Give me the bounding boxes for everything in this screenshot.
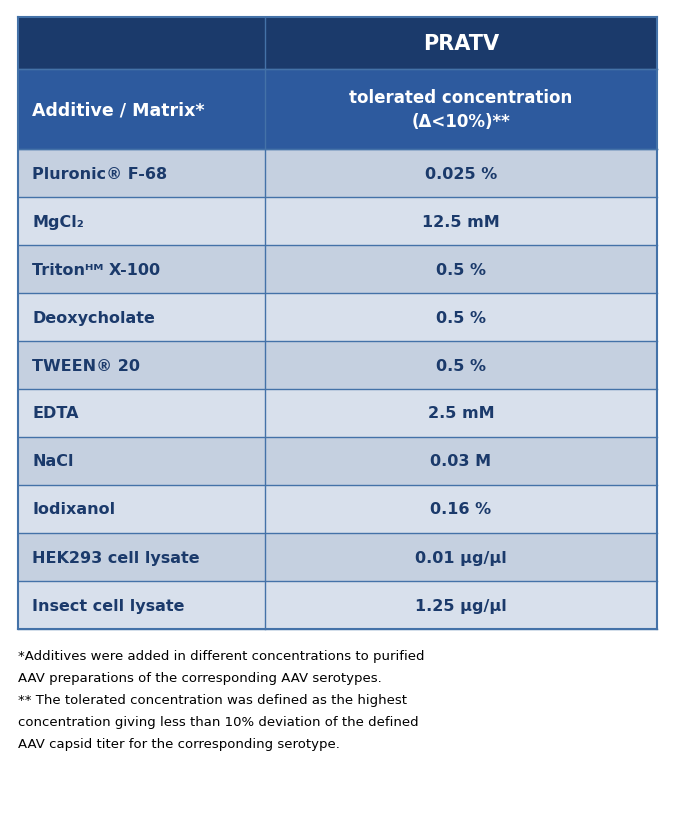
Bar (18, 390, 265, 437)
Bar (265, 486, 657, 533)
Bar (265, 198, 657, 246)
Text: Deoxycholate: Deoxycholate (32, 310, 155, 325)
Text: MgCl₂: MgCl₂ (32, 214, 84, 229)
Text: 0.16 %: 0.16 % (431, 502, 491, 517)
Text: Tritonᴴᴹ X-100: Tritonᴴᴹ X-100 (32, 263, 160, 278)
Text: Iodixanol: Iodixanol (32, 502, 115, 517)
Bar (18, 486, 265, 533)
Bar (18, 533, 265, 581)
Text: 2.5 mM: 2.5 mM (428, 406, 494, 421)
Bar (18, 18, 265, 70)
Text: NaCl: NaCl (32, 454, 74, 469)
Text: Insect cell lysate: Insect cell lysate (32, 598, 184, 613)
Text: EDTA: EDTA (32, 406, 78, 421)
Bar (265, 437, 657, 486)
Bar (18, 198, 265, 246)
Text: 0.025 %: 0.025 % (425, 166, 497, 181)
Bar (18, 342, 265, 390)
Text: tolerated concentration
(Δ<10%)**: tolerated concentration (Δ<10%)** (350, 89, 572, 130)
Text: AAV preparations of the corresponding AAV serotypes.: AAV preparations of the corresponding AA… (18, 671, 382, 684)
Bar (265, 581, 657, 630)
Bar (265, 246, 657, 293)
Bar (18, 293, 265, 342)
Bar (18, 437, 265, 486)
Bar (18, 150, 265, 198)
Bar (265, 18, 657, 70)
Text: concentration giving less than 10% deviation of the defined: concentration giving less than 10% devia… (18, 715, 418, 728)
Bar (265, 342, 657, 390)
Text: *Additives were added in different concentrations to purified: *Additives were added in different conce… (18, 650, 425, 662)
Bar (265, 150, 657, 198)
Bar (18, 581, 265, 630)
Text: 1.25 μg/μl: 1.25 μg/μl (415, 598, 507, 613)
Bar (265, 70, 657, 150)
Text: 0.03 M: 0.03 M (431, 454, 491, 469)
Text: 0.5 %: 0.5 % (436, 263, 486, 278)
Bar (265, 293, 657, 342)
Text: HEK293 cell lysate: HEK293 cell lysate (32, 550, 200, 565)
Text: 0.5 %: 0.5 % (436, 358, 486, 373)
Text: 0.01 μg/μl: 0.01 μg/μl (415, 550, 507, 565)
Text: PRATV: PRATV (423, 34, 499, 54)
Bar (18, 70, 265, 150)
Text: 12.5 mM: 12.5 mM (422, 214, 500, 229)
Text: ** The tolerated concentration was defined as the highest: ** The tolerated concentration was defin… (18, 693, 407, 706)
Bar (18, 246, 265, 293)
Text: Additive / Matrix*: Additive / Matrix* (32, 101, 205, 119)
Text: AAV capsid titer for the corresponding serotype.: AAV capsid titer for the corresponding s… (18, 737, 340, 750)
Text: Pluronic® F-68: Pluronic® F-68 (32, 166, 167, 181)
Text: TWEEN® 20: TWEEN® 20 (32, 358, 140, 373)
Bar (265, 390, 657, 437)
Bar (265, 533, 657, 581)
Text: 0.5 %: 0.5 % (436, 310, 486, 325)
